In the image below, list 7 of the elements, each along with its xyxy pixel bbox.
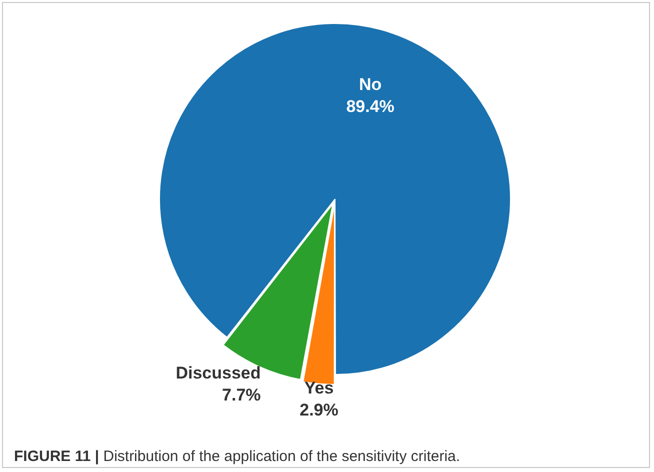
caption: FIGURE 11 | Distribution of the application of the sensitivity criteria. <box>14 448 460 465</box>
data-label: 7.7% <box>222 385 261 404</box>
slice-label: Discussed <box>176 363 261 382</box>
slice-label: No <box>358 74 382 94</box>
data-label: 89.4% <box>346 96 394 116</box>
data-label: 2.9% <box>300 400 338 420</box>
slice-label: Yes <box>304 378 334 398</box>
